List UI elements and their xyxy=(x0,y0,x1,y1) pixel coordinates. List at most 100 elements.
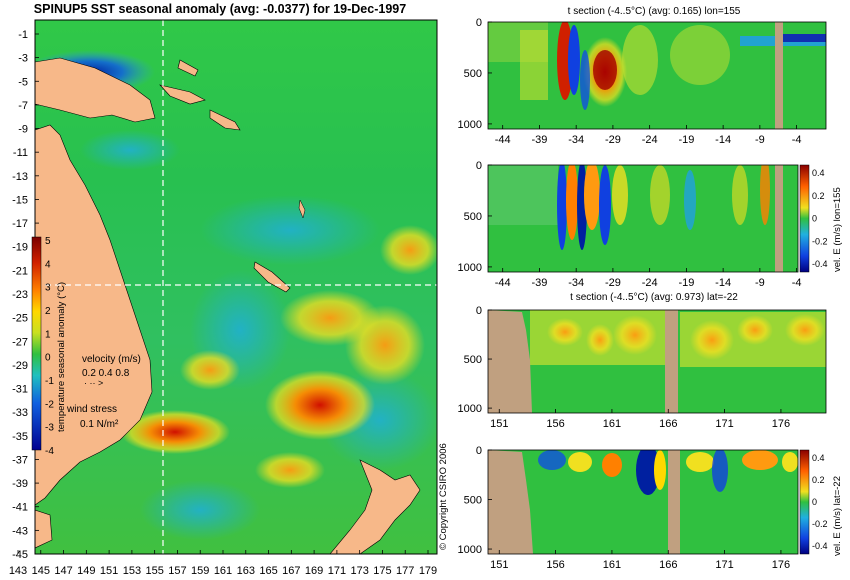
lat-tick-label: -17 xyxy=(12,218,28,230)
lat-tick-label: -9 xyxy=(18,124,28,136)
x-tick-label: -29 xyxy=(605,277,621,289)
x-tick-label: -39 xyxy=(531,277,547,289)
sst-anomaly-map xyxy=(35,20,437,554)
x-tick-label: -24 xyxy=(642,134,658,146)
x-tick-label: 176 xyxy=(772,559,790,571)
lat-tick-label: -19 xyxy=(12,242,28,254)
x-tick-label: 176 xyxy=(772,418,790,430)
panel4-colorbar-label: vel. E (m/s) lat=-22 xyxy=(832,476,843,556)
x-tick-label: 156 xyxy=(546,559,564,571)
lon-tick-label: 173 xyxy=(350,565,368,577)
depth-tick-label: 0 xyxy=(476,160,482,172)
x-tick-label: 161 xyxy=(603,559,621,571)
vel-colorbar-tick-label: -0.2 xyxy=(812,519,828,529)
land-new-zealand xyxy=(329,459,421,554)
vel-colorbar-tick-label: -0.4 xyxy=(812,259,828,269)
x-tick-label: -39 xyxy=(531,134,547,146)
x-tick-label: 151 xyxy=(490,418,508,430)
vel-colorbar-tick-label: 0 xyxy=(812,497,817,507)
land-new-guinea xyxy=(35,57,156,123)
map-colorbar-ticks: 5 4 3 2 1 0 -1 -2 -3 -4 xyxy=(45,236,54,457)
lat-tick-label: -39 xyxy=(12,478,28,490)
x-tick-label: 156 xyxy=(546,418,564,430)
colorbar-tick-label: -2 xyxy=(45,399,54,410)
land-tasmania xyxy=(35,509,53,549)
x-tick-label: 166 xyxy=(659,418,677,430)
vel-colorbar-tick-label: -0.4 xyxy=(812,541,828,551)
panel2-y-axis: 0 500 1000 xyxy=(458,160,492,274)
lon-tick-label: 145 xyxy=(32,565,50,577)
warm-anomaly xyxy=(180,350,240,390)
land-australia xyxy=(35,124,153,506)
panel3-title: t section (-4..5°C) (avg: 0.973) lat=-22 xyxy=(570,292,738,303)
warm-anomaly xyxy=(255,452,325,488)
velocity-arrows-icon: · ·· > xyxy=(84,378,103,388)
vel-colorbar-tick-label: 0.2 xyxy=(812,475,825,485)
lon-tick-label: 161 xyxy=(214,565,232,577)
vel-colorbar-tick-label: -0.2 xyxy=(812,236,828,246)
lat-tick-label: -45 xyxy=(12,549,28,561)
lat-tick-label: -33 xyxy=(12,407,28,419)
warm-anomaly xyxy=(345,305,425,385)
lat-tick-label: -5 xyxy=(18,76,28,88)
copyright: © Copyright CSIRO 2006 xyxy=(438,443,449,550)
lon-tick-label: 171 xyxy=(328,565,346,577)
depth-tick-label: 500 xyxy=(464,495,482,507)
depth-tick-label: 1000 xyxy=(458,544,482,556)
x-tick-label: -4 xyxy=(792,134,802,146)
vel-colorbar-tick-label: 0.4 xyxy=(812,453,825,463)
x-tick-label: -19 xyxy=(678,277,694,289)
land-column xyxy=(775,22,783,129)
x-tick-label: 166 xyxy=(659,559,677,571)
vel-colorbar-tick-label: 0.2 xyxy=(812,191,825,201)
colorbar-tick-label: -3 xyxy=(45,423,54,434)
panel3-x-axis: 151 156 161 166 171 176 xyxy=(490,409,790,430)
map-lat-axis: -1 -3 -5 -7 -9 -11 -13 -15 -17 -19 -21 -23 -25 -27 -29… xyxy=(12,29,39,561)
x-tick-label: -34 xyxy=(568,277,584,289)
depth-tick-label: 1000 xyxy=(458,403,482,415)
cold-core xyxy=(568,25,580,95)
land-solomons xyxy=(209,109,241,131)
colorbar-tick-label: -1 xyxy=(45,376,54,387)
lat-tick-label: -3 xyxy=(18,53,28,65)
depth-tick-label: 1000 xyxy=(458,262,482,274)
warm-anomaly xyxy=(265,370,375,440)
colorbar-tick-label: 3 xyxy=(45,283,51,294)
lat-tick-label: -15 xyxy=(12,194,28,206)
colorbar-label: temperature seasonal anomaly (°C) xyxy=(56,282,67,432)
map-title: SPINUP5 SST seasonal anomaly (avg: -0.03… xyxy=(34,2,406,16)
panel4-field xyxy=(488,450,798,554)
lon-tick-label: 151 xyxy=(100,565,118,577)
x-tick-label: -24 xyxy=(642,277,658,289)
x-tick-label: -9 xyxy=(755,134,765,146)
lat-tick-label: -41 xyxy=(12,502,28,514)
warm-anomaly xyxy=(380,225,437,275)
lat-tick-label: -21 xyxy=(12,265,28,277)
lon-tick-label: 165 xyxy=(259,565,277,577)
lon-tick-label: 147 xyxy=(54,565,72,577)
colorbar-tick-label: 5 xyxy=(45,236,51,247)
lon-tick-label: 157 xyxy=(168,565,186,577)
cool-patch xyxy=(80,130,180,170)
lon-tick-label: 177 xyxy=(396,565,414,577)
lon-tick-label: 155 xyxy=(145,565,163,577)
lat-tick-label: -13 xyxy=(12,171,28,183)
x-tick-label: 171 xyxy=(715,418,733,430)
lon-tick-label: 153 xyxy=(123,565,141,577)
depth-tick-label: 1000 xyxy=(458,119,482,131)
vel-colorbar-tick-label: 0 xyxy=(812,214,817,224)
x-tick-label: -34 xyxy=(568,134,584,146)
panel1-title: t section (-4..5°C) (avg: 0.165) lon=155 xyxy=(568,6,741,17)
panel2-x-axis: -44 -39 -34 -29 -24 -19 -14 -9 -4 xyxy=(495,268,801,289)
x-tick-label: 161 xyxy=(603,418,621,430)
panel2-field xyxy=(488,165,798,272)
panel1-y-axis: 0 500 1000 xyxy=(458,17,492,131)
depth-tick-label: 0 xyxy=(476,445,482,457)
lat-tick-label: -35 xyxy=(12,431,28,443)
lon-tick-label: 143 xyxy=(9,565,27,577)
velocity-legend-title: velocity (m/s) xyxy=(82,354,141,365)
colorbar-tick-label: -4 xyxy=(45,446,54,457)
lon-tick-label: 167 xyxy=(282,565,300,577)
lat-tick-label: -37 xyxy=(12,454,28,466)
